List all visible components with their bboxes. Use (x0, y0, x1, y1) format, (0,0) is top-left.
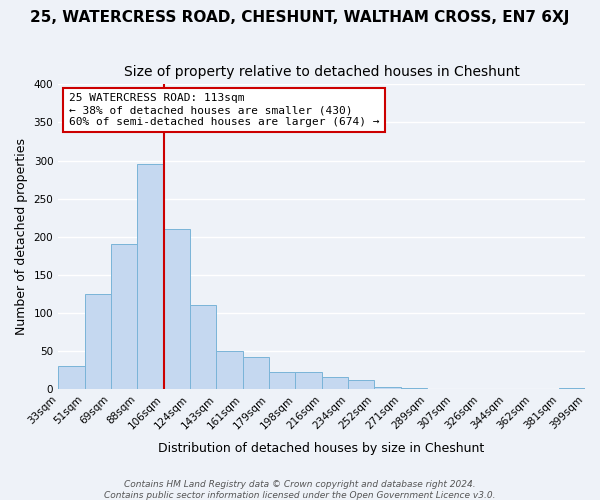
Bar (58, 366, 85, 389)
Title: Size of property relative to detached houses in Cheshunt: Size of property relative to detached ho… (124, 65, 520, 79)
Text: Contains HM Land Registry data © Crown copyright and database right 2024.
Contai: Contains HM Land Registry data © Crown c… (104, 480, 496, 500)
Bar (295, 372, 322, 389)
Bar (559, 388, 585, 389)
Bar (269, 372, 295, 389)
Bar (242, 357, 269, 389)
Text: 25 WATERCRESS ROAD: 113sqm
← 38% of detached houses are smaller (430)
60% of sem: 25 WATERCRESS ROAD: 113sqm ← 38% of deta… (69, 94, 379, 126)
Bar (137, 164, 164, 389)
Bar (374, 387, 401, 389)
Bar (401, 388, 427, 389)
Bar (216, 351, 242, 389)
Bar (348, 380, 374, 389)
X-axis label: Distribution of detached houses by size in Cheshunt: Distribution of detached houses by size … (158, 442, 485, 455)
Bar (164, 229, 190, 389)
Text: 25, WATERCRESS ROAD, CHESHUNT, WALTHAM CROSS, EN7 6XJ: 25, WATERCRESS ROAD, CHESHUNT, WALTHAM C… (31, 10, 569, 25)
Bar (322, 377, 348, 389)
Bar (85, 294, 111, 389)
Bar (190, 306, 216, 389)
Y-axis label: Number of detached properties: Number of detached properties (15, 138, 28, 336)
Bar (111, 244, 137, 389)
